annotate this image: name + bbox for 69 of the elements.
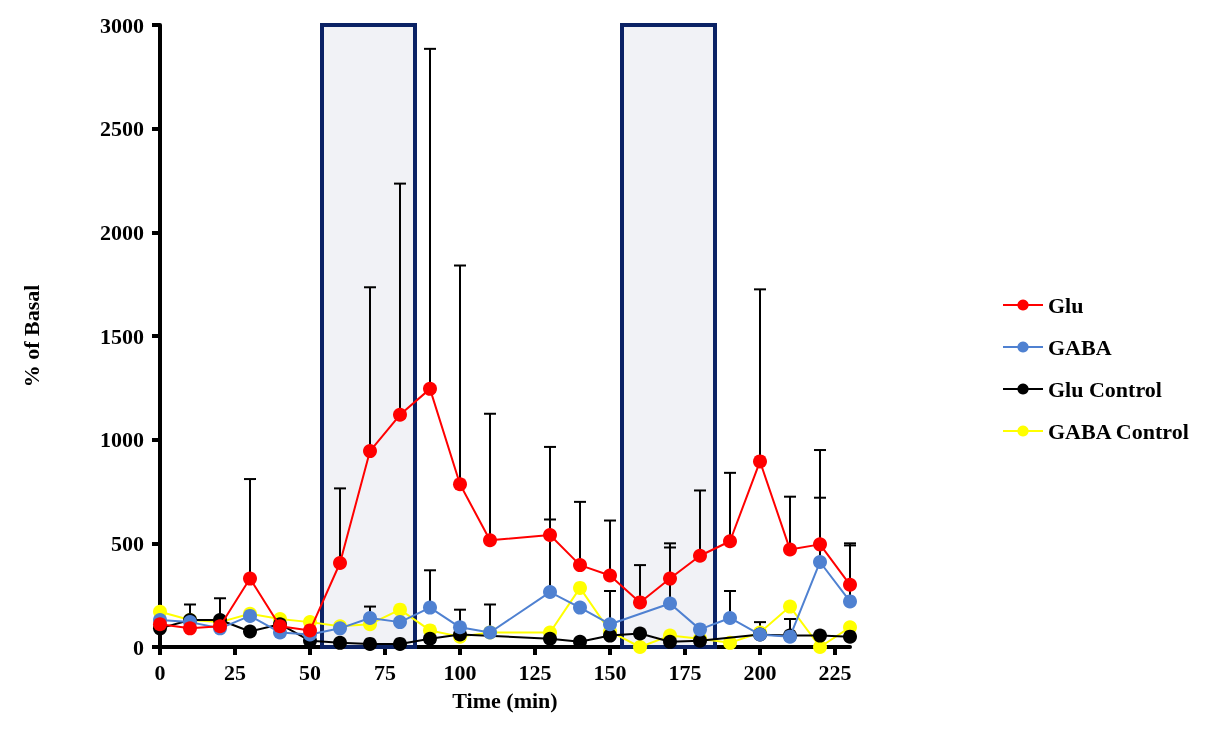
point: [723, 534, 737, 549]
point: [723, 610, 737, 625]
x-tick-label: 200: [743, 659, 777, 685]
point: [423, 381, 437, 396]
x-tick-label: 225: [818, 659, 852, 685]
legend-label: GABA: [1048, 334, 1112, 360]
x-tick-label: 0: [154, 659, 166, 685]
legend-label: GABA Control: [1048, 418, 1189, 444]
point: [543, 631, 557, 646]
point: [393, 615, 407, 630]
y-tick-label: 2000: [100, 219, 144, 245]
point: [843, 594, 857, 609]
y-tick-label: 1000: [100, 427, 144, 453]
point: [573, 558, 587, 573]
point: [153, 617, 167, 632]
point: [243, 624, 257, 639]
point: [333, 635, 347, 650]
point: [783, 599, 797, 614]
point: [303, 623, 317, 638]
point: [813, 555, 827, 569]
y-tick-label: 2500: [100, 116, 144, 142]
point: [813, 628, 827, 643]
x-tick-label: 25: [224, 659, 246, 685]
point: [573, 580, 587, 595]
point: [783, 542, 797, 557]
point: [423, 600, 437, 615]
y-tick-label: 0: [133, 634, 144, 660]
point: [753, 454, 767, 469]
y-tick-label: 500: [111, 530, 144, 556]
y-tick-label: 3000: [100, 12, 144, 38]
point: [333, 556, 347, 571]
y-axis-title: % of Basal: [18, 284, 44, 388]
point: [543, 585, 557, 600]
x-tick-label: 150: [593, 659, 627, 685]
point: [843, 629, 857, 644]
legend-label: Glu: [1048, 292, 1084, 318]
point: [393, 636, 407, 651]
point: [663, 596, 677, 611]
x-tick-label: 125: [518, 659, 552, 685]
point: [693, 548, 707, 563]
point: [243, 571, 257, 586]
point: [363, 444, 377, 459]
point: [543, 528, 557, 543]
point: [693, 622, 707, 637]
point: [663, 571, 677, 586]
point: [603, 568, 617, 583]
y-tick-label: 1500: [100, 323, 144, 349]
point: [633, 595, 647, 610]
legend-label: Glu Control: [1048, 376, 1162, 402]
x-tick-label: 75: [374, 659, 396, 685]
point: [393, 407, 407, 422]
point: [183, 621, 197, 636]
point: [453, 620, 467, 635]
point: [363, 610, 377, 625]
x-tick-label: 100: [443, 659, 477, 685]
point: [363, 636, 377, 651]
point: [573, 600, 587, 615]
point: [453, 477, 467, 492]
x-tick-label: 175: [668, 659, 702, 685]
point: [393, 602, 407, 617]
point: [633, 640, 647, 654]
point: [423, 631, 437, 646]
point: [843, 577, 857, 592]
point: [633, 626, 647, 641]
point: [813, 537, 827, 552]
point: [663, 634, 677, 649]
x-tick-label: 50: [299, 659, 321, 685]
x-axis-title: Time (min): [452, 687, 558, 713]
point: [483, 533, 497, 548]
